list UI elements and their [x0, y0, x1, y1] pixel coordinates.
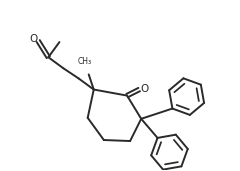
Text: CH₃: CH₃ [78, 57, 92, 66]
Text: O: O [29, 34, 37, 44]
Text: O: O [140, 83, 148, 94]
